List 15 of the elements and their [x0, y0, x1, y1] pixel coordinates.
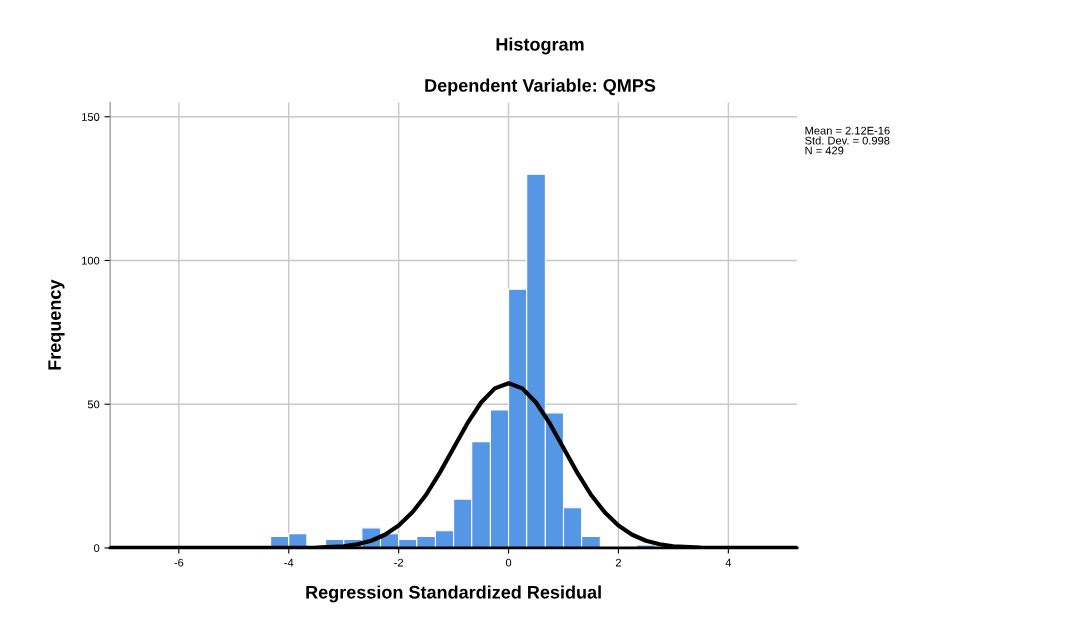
- y-tick-label: 50: [87, 400, 100, 409]
- y-tick-label: 0: [94, 544, 100, 553]
- x-tick-label: 0: [505, 558, 512, 567]
- x-tick-label: 4: [725, 558, 732, 567]
- y-tick-label: 150: [82, 113, 100, 121]
- y-axis-title: Frequency: [48, 279, 65, 370]
- x-axis-title: Regression Standardized Residual: [306, 585, 601, 603]
- x-tick-label: 2: [615, 558, 621, 567]
- text: Mean = 2.12E-16 Std. Dev. = 0.998 N = 429: [805, 126, 890, 155]
- x-tick-label: -4: [284, 558, 294, 567]
- y-tick-label: 100: [82, 256, 100, 265]
- chart-subtitle: Dependent Variable: QMPS: [425, 78, 656, 96]
- x-tick-label: -6: [174, 558, 184, 567]
- chart-title: Histogram: [496, 37, 584, 55]
- x-tick-label: -2: [394, 558, 404, 567]
